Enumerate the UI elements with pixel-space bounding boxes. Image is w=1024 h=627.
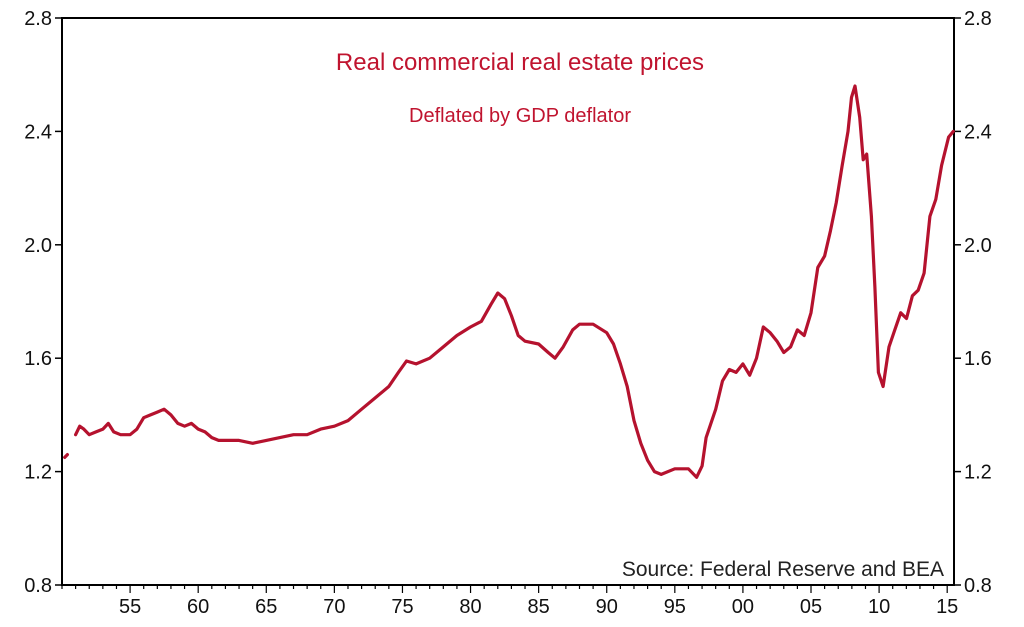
y-tick-label-left: 0.8 [24,575,52,597]
y-tick-label-right: 2.0 [964,235,992,257]
x-tick-label: 85 [528,596,550,618]
y-tick-label-left: 1.6 [24,348,52,370]
y-tick-label-left: 2.4 [24,121,52,143]
y-tick-label-left: 2.0 [24,235,52,257]
source-note: Source: Federal Reserve and BEA [622,558,944,581]
chart-title: Real commercial real estate prices [336,49,704,76]
x-tick-label: 10 [868,596,890,618]
y-tick-label-left: 1.2 [24,462,52,484]
x-tick-label: 70 [323,596,345,618]
y-tick-label-right: 2.4 [964,121,992,143]
y-tick-label-right: 1.6 [964,348,992,370]
y-tick-label-left: 2.8 [24,8,52,30]
y-axis-left: 0.8 1.2 1.6 2.0 2.4 2.8 [24,8,62,597]
y-axis-right: 0.8 1.2 1.6 2.0 2.4 2.8 [954,8,992,597]
x-tick-label: 00 [732,596,754,618]
x-tick-label: 95 [664,596,686,618]
price-series-line [63,84,955,479]
plot-frame [61,17,955,586]
x-tick-label: 15 [936,596,958,618]
x-tick-label: 75 [391,596,413,618]
y-tick-label-right: 2.8 [964,8,992,30]
y-tick-label-right: 1.2 [964,462,992,484]
x-tick-label: 55 [119,596,141,618]
x-tick-label: 90 [596,596,618,618]
y-tick-label-right: 0.8 [964,575,992,597]
x-axis: 55 60 65 70 75 80 85 90 95 00 05 10 15 [61,585,958,618]
x-tick-label: 80 [459,596,481,618]
x-tick-label: 65 [255,596,277,618]
x-tick-label: 60 [187,596,209,618]
x-tick-label: 05 [800,596,822,618]
chart-subtitle: Deflated by GDP deflator [409,105,631,127]
